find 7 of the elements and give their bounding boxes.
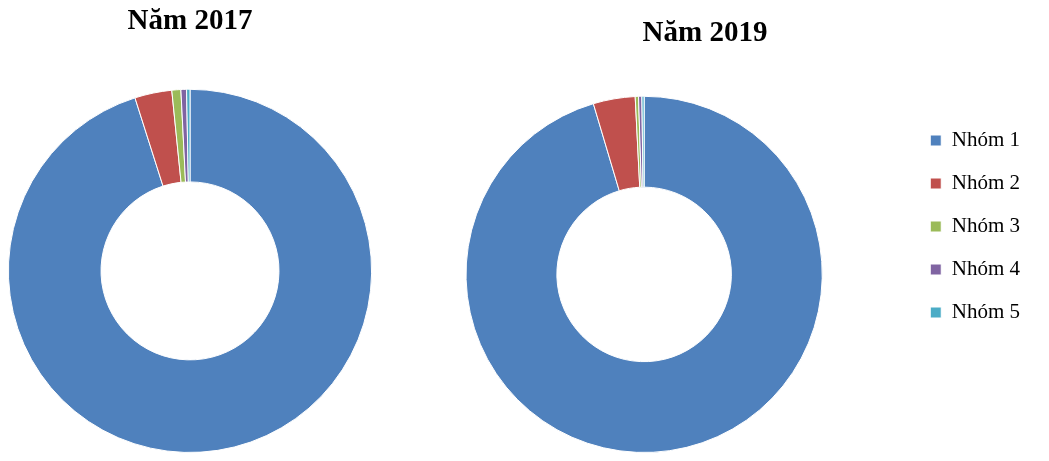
chart-title: Năm 2017 (127, 2, 253, 35)
legend-label: Nhóm 3 (951, 213, 1020, 238)
chart-title: Năm 2019 (642, 14, 768, 47)
legend-label: Nhóm 4 (951, 256, 1021, 281)
legend-label: Nhóm 2 (951, 170, 1020, 195)
legend-label: Nhóm 5 (951, 299, 1020, 324)
legend-label: Nhóm 1 (951, 127, 1020, 152)
